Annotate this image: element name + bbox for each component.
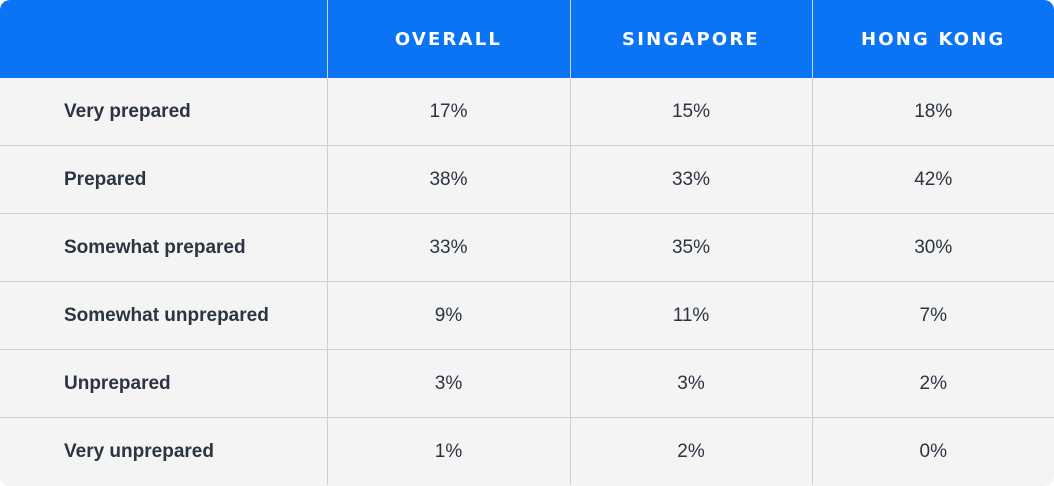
row-label: Somewhat prepared xyxy=(0,213,327,282)
value-cell-singapore: 2% xyxy=(569,417,812,485)
value-cell-overall: 17% xyxy=(326,78,570,146)
row-label: Somewhat unprepared xyxy=(0,281,327,350)
table-row: Somewhat prepared 33% 35% 30% xyxy=(0,213,1054,282)
value-cell-hong-kong: 42% xyxy=(811,145,1054,214)
value-cell-overall: 33% xyxy=(326,213,570,282)
header-cell-empty xyxy=(0,0,327,78)
table-row: Very unprepared 1% 2% 0% xyxy=(0,417,1054,485)
header-row: OVERALL SINGAPORE HONG KONG xyxy=(0,0,1054,78)
header-cell-hong-kong: HONG KONG xyxy=(811,0,1054,78)
value-cell-singapore: 3% xyxy=(569,349,812,418)
table-row: Unprepared 3% 3% 2% xyxy=(0,349,1054,418)
value-cell-singapore: 35% xyxy=(569,213,812,282)
table-row: Very prepared 17% 15% 18% xyxy=(0,78,1054,146)
table-row: Somewhat unprepared 9% 11% 7% xyxy=(0,281,1054,350)
table-body: Very prepared 17% 15% 18% Prepared 38% 33% 42% S… xyxy=(0,78,1054,485)
value-cell-singapore: 33% xyxy=(569,145,812,214)
value-cell-overall: 3% xyxy=(326,349,570,418)
row-label: Unprepared xyxy=(0,349,327,418)
value-cell-singapore: 11% xyxy=(569,281,812,350)
header-cell-overall: OVERALL xyxy=(326,0,570,78)
row-label: Very unprepared xyxy=(0,417,327,485)
value-cell-overall: 1% xyxy=(326,417,570,485)
header-cell-singapore: SINGAPORE xyxy=(569,0,812,78)
value-cell-overall: 9% xyxy=(326,281,570,350)
value-cell-hong-kong: 30% xyxy=(811,213,1054,282)
value-cell-singapore: 15% xyxy=(569,78,812,146)
value-cell-hong-kong: 0% xyxy=(811,417,1054,485)
table-row: Prepared 38% 33% 42% xyxy=(0,145,1054,214)
value-cell-hong-kong: 18% xyxy=(811,78,1054,146)
value-cell-hong-kong: 2% xyxy=(811,349,1054,418)
row-label: Very prepared xyxy=(64,100,191,122)
row-label: Prepared xyxy=(0,145,327,214)
value-cell-overall: 38% xyxy=(326,145,570,214)
value-cell-hong-kong: 7% xyxy=(811,281,1054,350)
